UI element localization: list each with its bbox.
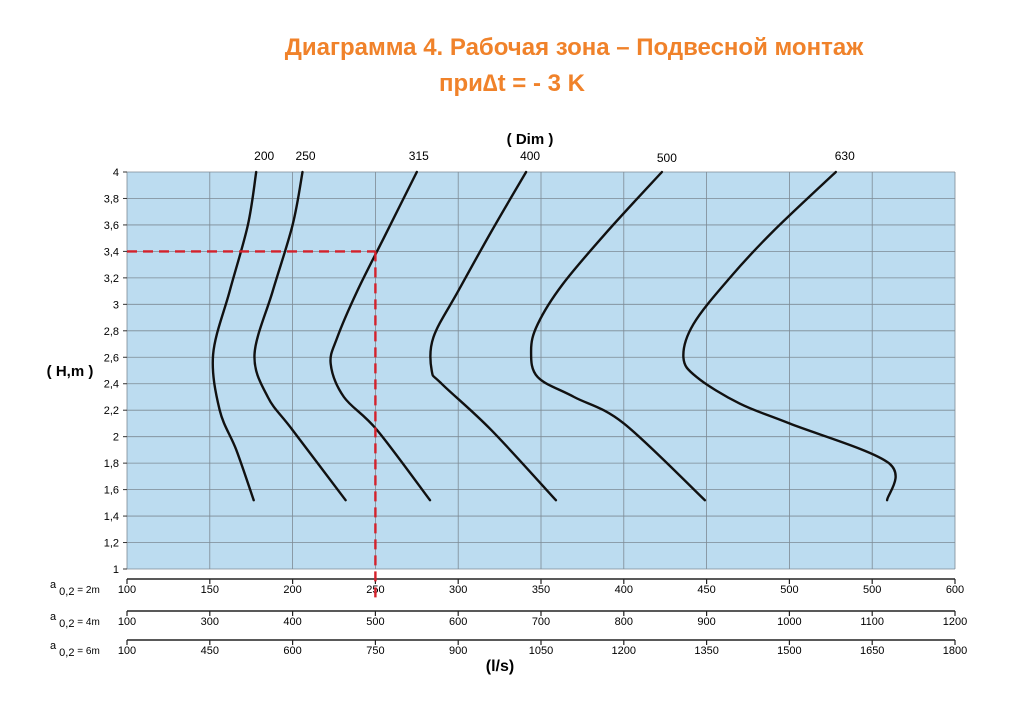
x-tick-label: 750 [366, 645, 384, 657]
curve-400 [429, 170, 558, 502]
dim-axis-label: ( Dim ) [507, 131, 554, 148]
curve-630 [682, 170, 897, 502]
x-axis-caption: a 0,2 = 4m [50, 611, 100, 630]
curve-label-630: 630 [835, 149, 855, 163]
x-tick-label: 900 [449, 645, 467, 657]
x-tick-label: 200 [283, 584, 301, 596]
x-axes: 100150200250300350400450500500600a 0,2 =… [50, 578, 967, 659]
x-tick-label: 600 [283, 645, 301, 657]
reference-lines [127, 250, 377, 602]
x-tick-label: 600 [946, 584, 964, 596]
curve-200 [211, 170, 258, 502]
x-tick-label: 300 [449, 584, 467, 596]
y-tick-label: 1,2 [104, 538, 119, 550]
y-tick-label: 1,6 [104, 485, 119, 497]
x-tick-label: 1350 [694, 645, 718, 657]
y-tick-label: 1 [113, 564, 119, 576]
y-tick-label: 3,8 [104, 193, 119, 205]
x-tick-label: 400 [283, 616, 301, 628]
x-tick-label: 600 [449, 616, 467, 628]
x-tick-label: 450 [697, 584, 715, 596]
x-tick-label: 150 [201, 584, 219, 596]
x-axis-3: 100 450 600 750 900 1050 1200 1350 1500 1650 1800 a… [50, 639, 967, 659]
x-tick-label: 900 [697, 616, 715, 628]
x-tick-label: 350 [532, 584, 550, 596]
curve-label-200: 200 [254, 149, 274, 163]
y-tick-label: 3,6 [104, 220, 119, 232]
curve-label-250: 250 [296, 149, 316, 163]
x-tick-label: 1050 [529, 645, 553, 657]
y-tick-label: 1,8 [104, 458, 119, 470]
curve-label-500: 500 [657, 151, 677, 165]
x-tick-label: 500 [863, 584, 881, 596]
y-tick-label: 2,4 [104, 379, 119, 391]
x-tick-label: 100 [118, 616, 136, 628]
y-axis: 1 1,2 1,4 1,6 1,8 2 2,2 2,4 2,6 2,8 3 3,2 3,4 3,6 3,8 4 [104, 167, 127, 576]
y-tick-label: 2 [113, 432, 119, 444]
curve-label-400: 400 [520, 149, 540, 163]
x-tick-label: 1500 [777, 645, 801, 657]
curve-500 [529, 170, 707, 502]
y-tick-label: 1,4 [104, 511, 119, 523]
x-tick-label: 300 [201, 616, 219, 628]
y-tick-label: 2,2 [104, 405, 119, 417]
curve-label-315: 315 [409, 149, 429, 163]
x-tick-label: 1100 [860, 616, 884, 628]
y-tick-label: 3 [113, 299, 119, 311]
x-axis-2: 100 300 400 500 600 700 800 900 1000 1100 1200 a 0,… [50, 610, 967, 630]
curve-labels: 200 250 315 400 500 630 [254, 149, 855, 165]
x-tick-label: 500 [366, 616, 384, 628]
x-axis-caption: a 0,2 = 2m [50, 579, 100, 598]
x-tick-label: 700 [532, 616, 550, 628]
x-tick-label: 800 [615, 616, 633, 628]
x-tick-label: 1000 [777, 616, 801, 628]
y-tick-label: 3,2 [104, 273, 119, 285]
curves [211, 170, 897, 502]
y-axis-label: ( H,m ) [47, 363, 94, 380]
flow-axis-label: (l/s) [486, 658, 514, 675]
chart-subtitle: при∆t = - 3 K [439, 70, 585, 97]
x-tick-label: 400 [615, 584, 633, 596]
x-tick-label: 500 [780, 584, 798, 596]
y-tick-label: 3,4 [104, 246, 119, 258]
x-axis-1: 100150200250300350400450500500600a 0,2 =… [50, 578, 964, 598]
x-tick-label: 100 [118, 645, 136, 657]
x-tick-label: 1800 [943, 645, 967, 657]
y-tick-label: 2,8 [104, 326, 119, 338]
x-tick-label: 450 [201, 645, 219, 657]
curve-315 [329, 170, 432, 502]
x-axis-caption: a 0,2 = 6m [50, 640, 100, 659]
x-tick-label: 1200 [612, 645, 636, 657]
curve-250 [253, 170, 347, 502]
x-tick-label: 100 [118, 584, 136, 596]
y-tick-label: 4 [113, 167, 119, 179]
x-tick-label: 1200 [943, 616, 967, 628]
chart-title: Диаграмма 4. Рабочая зона – Подвесной мо… [284, 34, 864, 61]
x-tick-label: 1650 [860, 645, 884, 657]
y-tick-label: 2,6 [104, 352, 119, 364]
